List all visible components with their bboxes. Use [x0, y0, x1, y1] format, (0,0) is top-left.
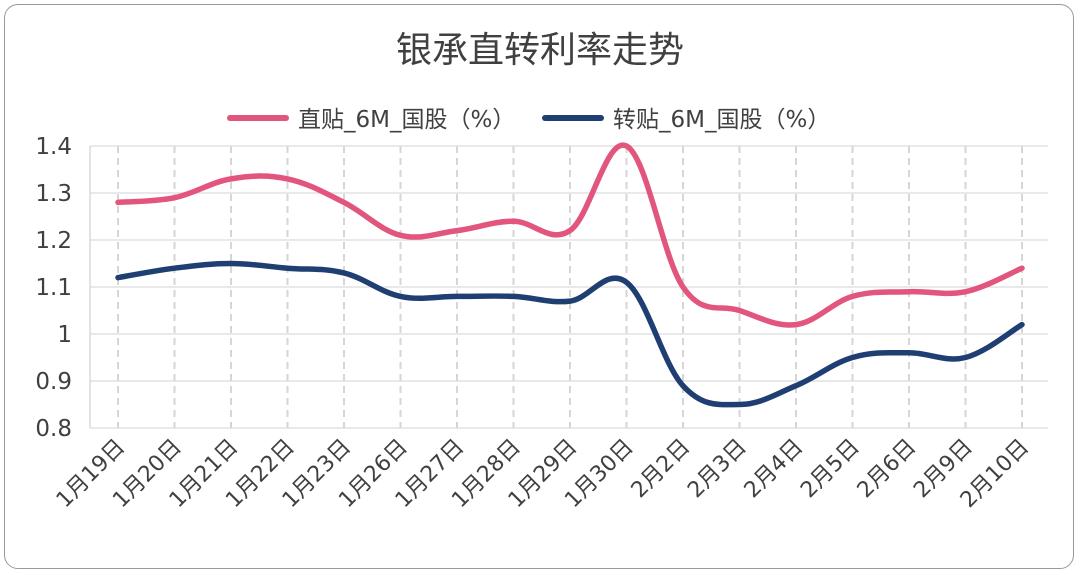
- y-tick-label: 1.4: [35, 134, 72, 160]
- y-tick-label: 1.2: [35, 228, 72, 254]
- legend-label-1: 直贴_6M_国股（%）: [298, 107, 515, 133]
- series-line-2: [115, 260, 1025, 408]
- grid: [89, 145, 1048, 429]
- y-tick-label: 1.1: [35, 275, 72, 301]
- legend: 直贴_6M_国股（%） 转贴_6M_国股（%）: [227, 107, 830, 133]
- series-lines: [115, 142, 1025, 408]
- y-tick-label: 0.8: [35, 416, 72, 442]
- x-tick-label: 2月4日: [740, 435, 809, 504]
- x-axis: 1月19日1月20日1月21日1月22日1月23日1月26日1月27日1月28日…: [52, 435, 1034, 513]
- chart-title: 银承直转利率走势: [396, 30, 684, 71]
- x-tick-label: 2月2日: [627, 435, 696, 504]
- y-tick-label: 0.9: [35, 369, 72, 395]
- y-axis: 0.8 0.9 1 1.1 1.2 1.3 1.4: [35, 134, 72, 442]
- series-line-1: [115, 142, 1025, 328]
- y-tick-label: 1: [57, 322, 72, 348]
- x-tick-label: 2月3日: [683, 435, 752, 504]
- x-tick-label: 2月5日: [796, 435, 865, 504]
- y-tick-label: 1.3: [35, 181, 72, 207]
- legend-label-2: 转贴_6M_国股（%）: [613, 107, 830, 133]
- x-tick-label: 2月6日: [853, 435, 922, 504]
